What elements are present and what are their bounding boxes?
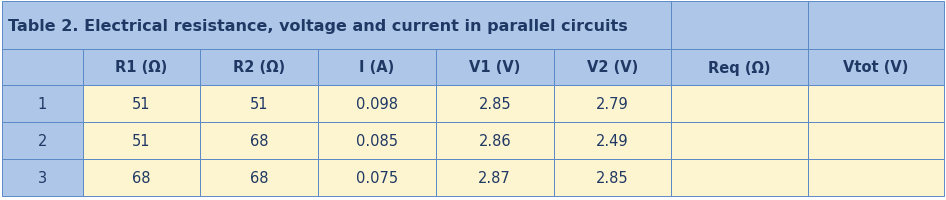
Text: Req (Ω): Req (Ω) xyxy=(709,60,771,75)
Text: 51: 51 xyxy=(250,97,269,111)
Text: V2 (V): V2 (V) xyxy=(587,60,638,75)
Bar xyxy=(436,159,553,196)
Bar xyxy=(201,50,318,86)
Bar xyxy=(672,159,808,196)
Text: V1 (V): V1 (V) xyxy=(469,60,520,75)
Bar xyxy=(2,50,82,86)
Bar xyxy=(82,122,201,159)
Text: 2: 2 xyxy=(38,133,47,148)
Text: 0.075: 0.075 xyxy=(356,170,398,185)
Bar xyxy=(808,159,944,196)
Bar xyxy=(553,122,672,159)
Bar xyxy=(672,2,808,50)
Bar xyxy=(553,86,672,122)
Text: 2.85: 2.85 xyxy=(596,170,629,185)
Bar xyxy=(201,86,318,122)
Bar xyxy=(436,122,553,159)
Bar xyxy=(82,50,201,86)
Text: R1 (Ω): R1 (Ω) xyxy=(115,60,167,75)
Text: 1: 1 xyxy=(38,97,47,111)
Text: Table 2. Electrical resistance, voltage and current in parallel circuits: Table 2. Electrical resistance, voltage … xyxy=(8,18,628,33)
Text: 51: 51 xyxy=(132,97,150,111)
Bar xyxy=(553,50,672,86)
Bar xyxy=(808,2,944,50)
Text: 68: 68 xyxy=(250,170,269,185)
Text: 51: 51 xyxy=(132,133,150,148)
Text: 68: 68 xyxy=(132,170,150,185)
Bar xyxy=(672,122,808,159)
Bar xyxy=(436,50,553,86)
Bar xyxy=(318,86,436,122)
Bar xyxy=(201,159,318,196)
Text: 68: 68 xyxy=(250,133,269,148)
Bar xyxy=(201,122,318,159)
Text: 2.79: 2.79 xyxy=(596,97,629,111)
Bar xyxy=(2,122,82,159)
Bar xyxy=(82,159,201,196)
Text: 0.098: 0.098 xyxy=(356,97,398,111)
Bar xyxy=(672,50,808,86)
Bar xyxy=(318,50,436,86)
Text: I (A): I (A) xyxy=(359,60,394,75)
Bar xyxy=(808,50,944,86)
Text: R2 (Ω): R2 (Ω) xyxy=(233,60,286,75)
Bar xyxy=(808,86,944,122)
Bar xyxy=(318,159,436,196)
Text: 2.49: 2.49 xyxy=(596,133,629,148)
Text: 2.85: 2.85 xyxy=(479,97,511,111)
Text: 2.87: 2.87 xyxy=(479,170,511,185)
Bar xyxy=(82,86,201,122)
Text: Vtot (V): Vtot (V) xyxy=(843,60,908,75)
Bar xyxy=(672,86,808,122)
Bar xyxy=(2,86,82,122)
Bar xyxy=(2,159,82,196)
Bar xyxy=(2,2,672,50)
Bar xyxy=(436,86,553,122)
Bar xyxy=(808,122,944,159)
Bar xyxy=(553,159,672,196)
Text: 0.085: 0.085 xyxy=(356,133,398,148)
Bar xyxy=(318,122,436,159)
Text: 2.86: 2.86 xyxy=(479,133,511,148)
Text: 3: 3 xyxy=(38,170,47,185)
